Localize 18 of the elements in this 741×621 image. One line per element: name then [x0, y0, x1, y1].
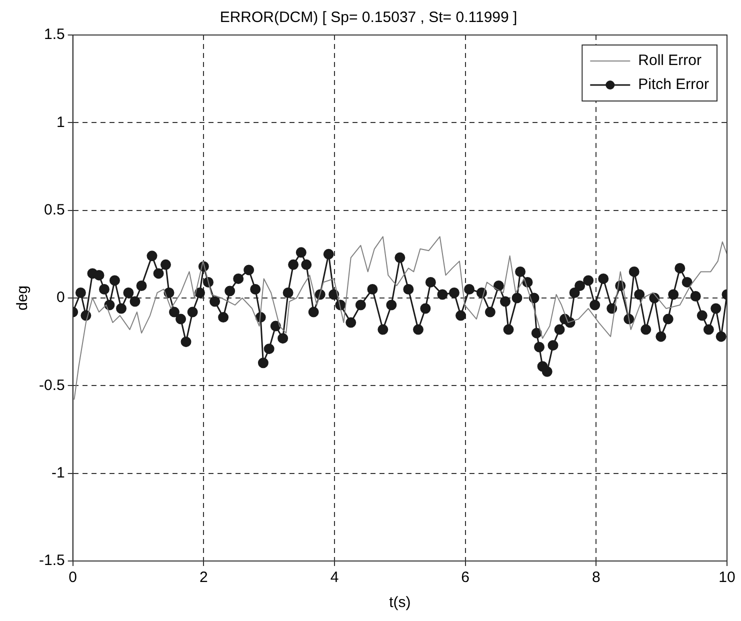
- y-tick-label: 0.5: [44, 201, 65, 218]
- x-axis-title: t(s): [389, 594, 411, 612]
- y-tick-label: 1: [56, 114, 65, 131]
- chart-title: ERROR(DCM) [ Sp= 0.15037 , St= 0.11999 ]: [220, 9, 518, 26]
- y-axis-title: deg: [14, 285, 32, 311]
- x-tick-label: 8: [592, 569, 600, 586]
- x-tick-label: 6: [461, 569, 470, 586]
- y-tick-label: -1.5: [38, 552, 65, 570]
- y-tick-label: 0: [56, 289, 65, 306]
- y-tick-label: 1.5: [44, 26, 65, 44]
- legend-label: Roll Error: [638, 52, 702, 70]
- x-tick-label: 4: [330, 569, 339, 586]
- y-tick-label: -0.5: [38, 376, 65, 394]
- x-tick-label: 0: [68, 569, 78, 586]
- legend-label: Pitch Error: [638, 76, 710, 94]
- x-tick-label: 2: [200, 569, 208, 586]
- y-tick-label: -1: [52, 464, 65, 482]
- x-tick-label: 10: [718, 569, 736, 586]
